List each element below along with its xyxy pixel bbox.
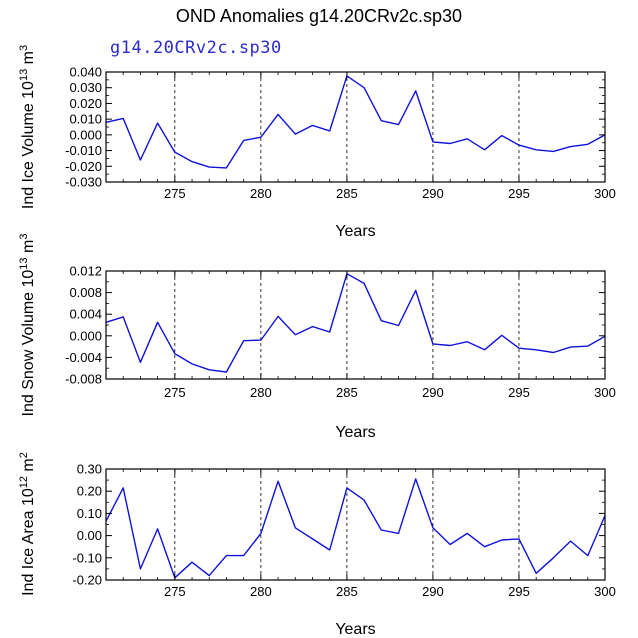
y-axis-title: Ind Snow Volume 1013 m3 — [18, 234, 37, 417]
chart-subtitle: g14.20CRv2c.sp30 — [110, 38, 282, 58]
plot-frame — [105, 270, 606, 380]
y-tick-label: 0.010 — [69, 112, 102, 127]
x-tick-label: 285 — [336, 584, 358, 599]
y-tick-label: 0.000 — [69, 328, 102, 343]
y-tick-label: 0.20 — [77, 484, 102, 499]
x-tick-label: 300 — [594, 186, 616, 201]
chart-title: OND Anomalies g14.20CRv2c.sp30 — [175, 6, 463, 26]
x-tick-label: 300 — [594, 385, 616, 400]
series-line — [105, 273, 606, 373]
x-tick-label: 285 — [336, 385, 358, 400]
y-tick-label: 0.012 — [69, 264, 102, 279]
y-tick-label: -0.10 — [72, 550, 102, 565]
y-tick-label: -0.008 — [65, 372, 102, 387]
x-tick-label: 295 — [508, 584, 530, 599]
y-tick-label: 0.30 — [77, 462, 102, 477]
x-tick-label: 300 — [594, 584, 616, 599]
x-axis-title: Years — [335, 223, 375, 240]
x-axis-title: Years — [335, 621, 375, 638]
panel-2: 0.012 0.008 0.004 0.000 -0.004 -0.008 275 280 28… — [18, 234, 616, 441]
y-tick-label: 0.00 — [77, 528, 102, 543]
y-tick-label: 0.020 — [69, 96, 102, 111]
y-tick-label: 0.040 — [69, 65, 102, 80]
x-tick-label: 280 — [250, 385, 272, 400]
y-tick-label: 0.000 — [69, 127, 102, 142]
y-tick-label: -0.030 — [65, 175, 102, 190]
y-tick-label: -0.020 — [65, 159, 102, 174]
y-axis-title: Ind Ice Area 1012 m2 — [18, 452, 37, 596]
x-tick-label: 295 — [508, 385, 530, 400]
x-tick-label: 290 — [422, 584, 444, 599]
x-tick-label: 295 — [508, 186, 530, 201]
y-tick-label: 0.030 — [69, 80, 102, 95]
x-axis-title: Years — [335, 424, 375, 441]
x-tick-label: 280 — [250, 584, 272, 599]
y-tick-label: 0.008 — [69, 285, 102, 300]
x-tick-label: 275 — [164, 584, 186, 599]
panel-1: 0.0400.0300.0200.0100.000-0.010-0.020-0.… — [18, 45, 616, 240]
panel-3: 0.30 0.20 0.10 0.00 -0.10 -0.20 275 280 285 290 29… — [18, 452, 616, 638]
x-tick-label: 285 — [336, 186, 358, 201]
x-tick-label: 280 — [250, 186, 272, 201]
x-tick-label: 275 — [164, 186, 186, 201]
x-tick-label: 275 — [164, 385, 186, 400]
y-tick-label: -0.004 — [65, 350, 102, 365]
y-tick-label: -0.010 — [65, 143, 102, 158]
series-line — [105, 75, 606, 169]
y-tick-label: 0.004 — [69, 307, 102, 322]
y-tick-label: -0.20 — [72, 573, 102, 588]
y-tick-label: 0.10 — [77, 506, 102, 521]
x-tick-label: 290 — [422, 385, 444, 400]
plot-frame — [105, 71, 606, 183]
plot-frame — [105, 468, 606, 581]
x-tick-label: 290 — [422, 186, 444, 201]
series-line — [105, 478, 606, 579]
y-axis-title: Ind Ice Volume 1013 m3 — [18, 45, 37, 209]
